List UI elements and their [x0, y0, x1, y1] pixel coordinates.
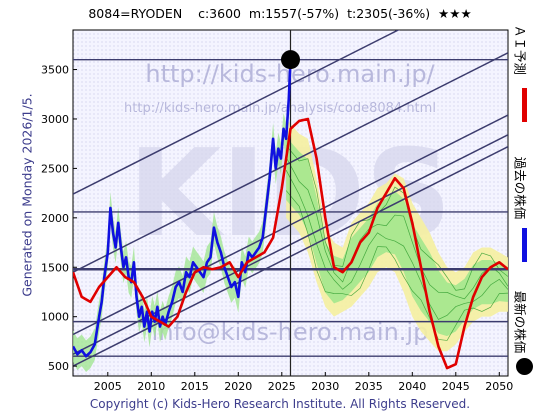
x-tick-label-2045: 2045: [442, 380, 470, 393]
past-price-line: [73, 59, 292, 358]
legend-past-label: 過去の株価: [512, 156, 528, 220]
x-tick-label-2035: 2035: [355, 380, 383, 393]
watermark-url-mid: http://kids-hero.main.jp/analysis/code80…: [124, 101, 436, 116]
x-tick-label-2040: 2040: [398, 380, 426, 393]
y-tick-label-1500: 1500: [41, 261, 69, 274]
x-tick-label-2025: 2025: [268, 380, 296, 393]
chart-header: 8084=RYODEN c:3600 m:1557(-57%) t:2305(-…: [88, 6, 472, 21]
y-tick-label-2000: 2000: [41, 212, 69, 225]
legend-forecast-label: ＡＩ予測: [512, 24, 528, 76]
y-tick-label-3000: 3000: [41, 113, 69, 126]
forecast-path-1: [285, 190, 508, 341]
y-tick-label-500: 500: [48, 360, 69, 373]
x-tick-label-2010: 2010: [137, 380, 165, 393]
ai-forecast-line: [73, 117, 508, 370]
y-tick-label-2500: 2500: [41, 162, 69, 175]
x-tick-label-2050: 2050: [485, 380, 513, 393]
y-tick-label-3500: 3500: [41, 64, 69, 77]
legend-latest-dot: [516, 358, 533, 375]
copyright-footer: Copyright (c) Kids-Hero Research Institu…: [89, 397, 471, 411]
forecast-path-3: [285, 157, 508, 300]
legend-past-swatch: [522, 228, 527, 262]
y-tick-label-1000: 1000: [41, 311, 69, 324]
x-tick-label-2005: 2005: [94, 380, 122, 393]
legend-latest-label: 最新の株価: [512, 290, 528, 354]
x-tick-label-2015: 2015: [181, 380, 209, 393]
latest-price-dot: [281, 50, 300, 70]
x-tick-label-2020: 2020: [224, 380, 252, 393]
forecast-core-band: [286, 136, 508, 337]
x-tick-label-2030: 2030: [311, 380, 339, 393]
legend-forecast-swatch: [522, 88, 527, 122]
